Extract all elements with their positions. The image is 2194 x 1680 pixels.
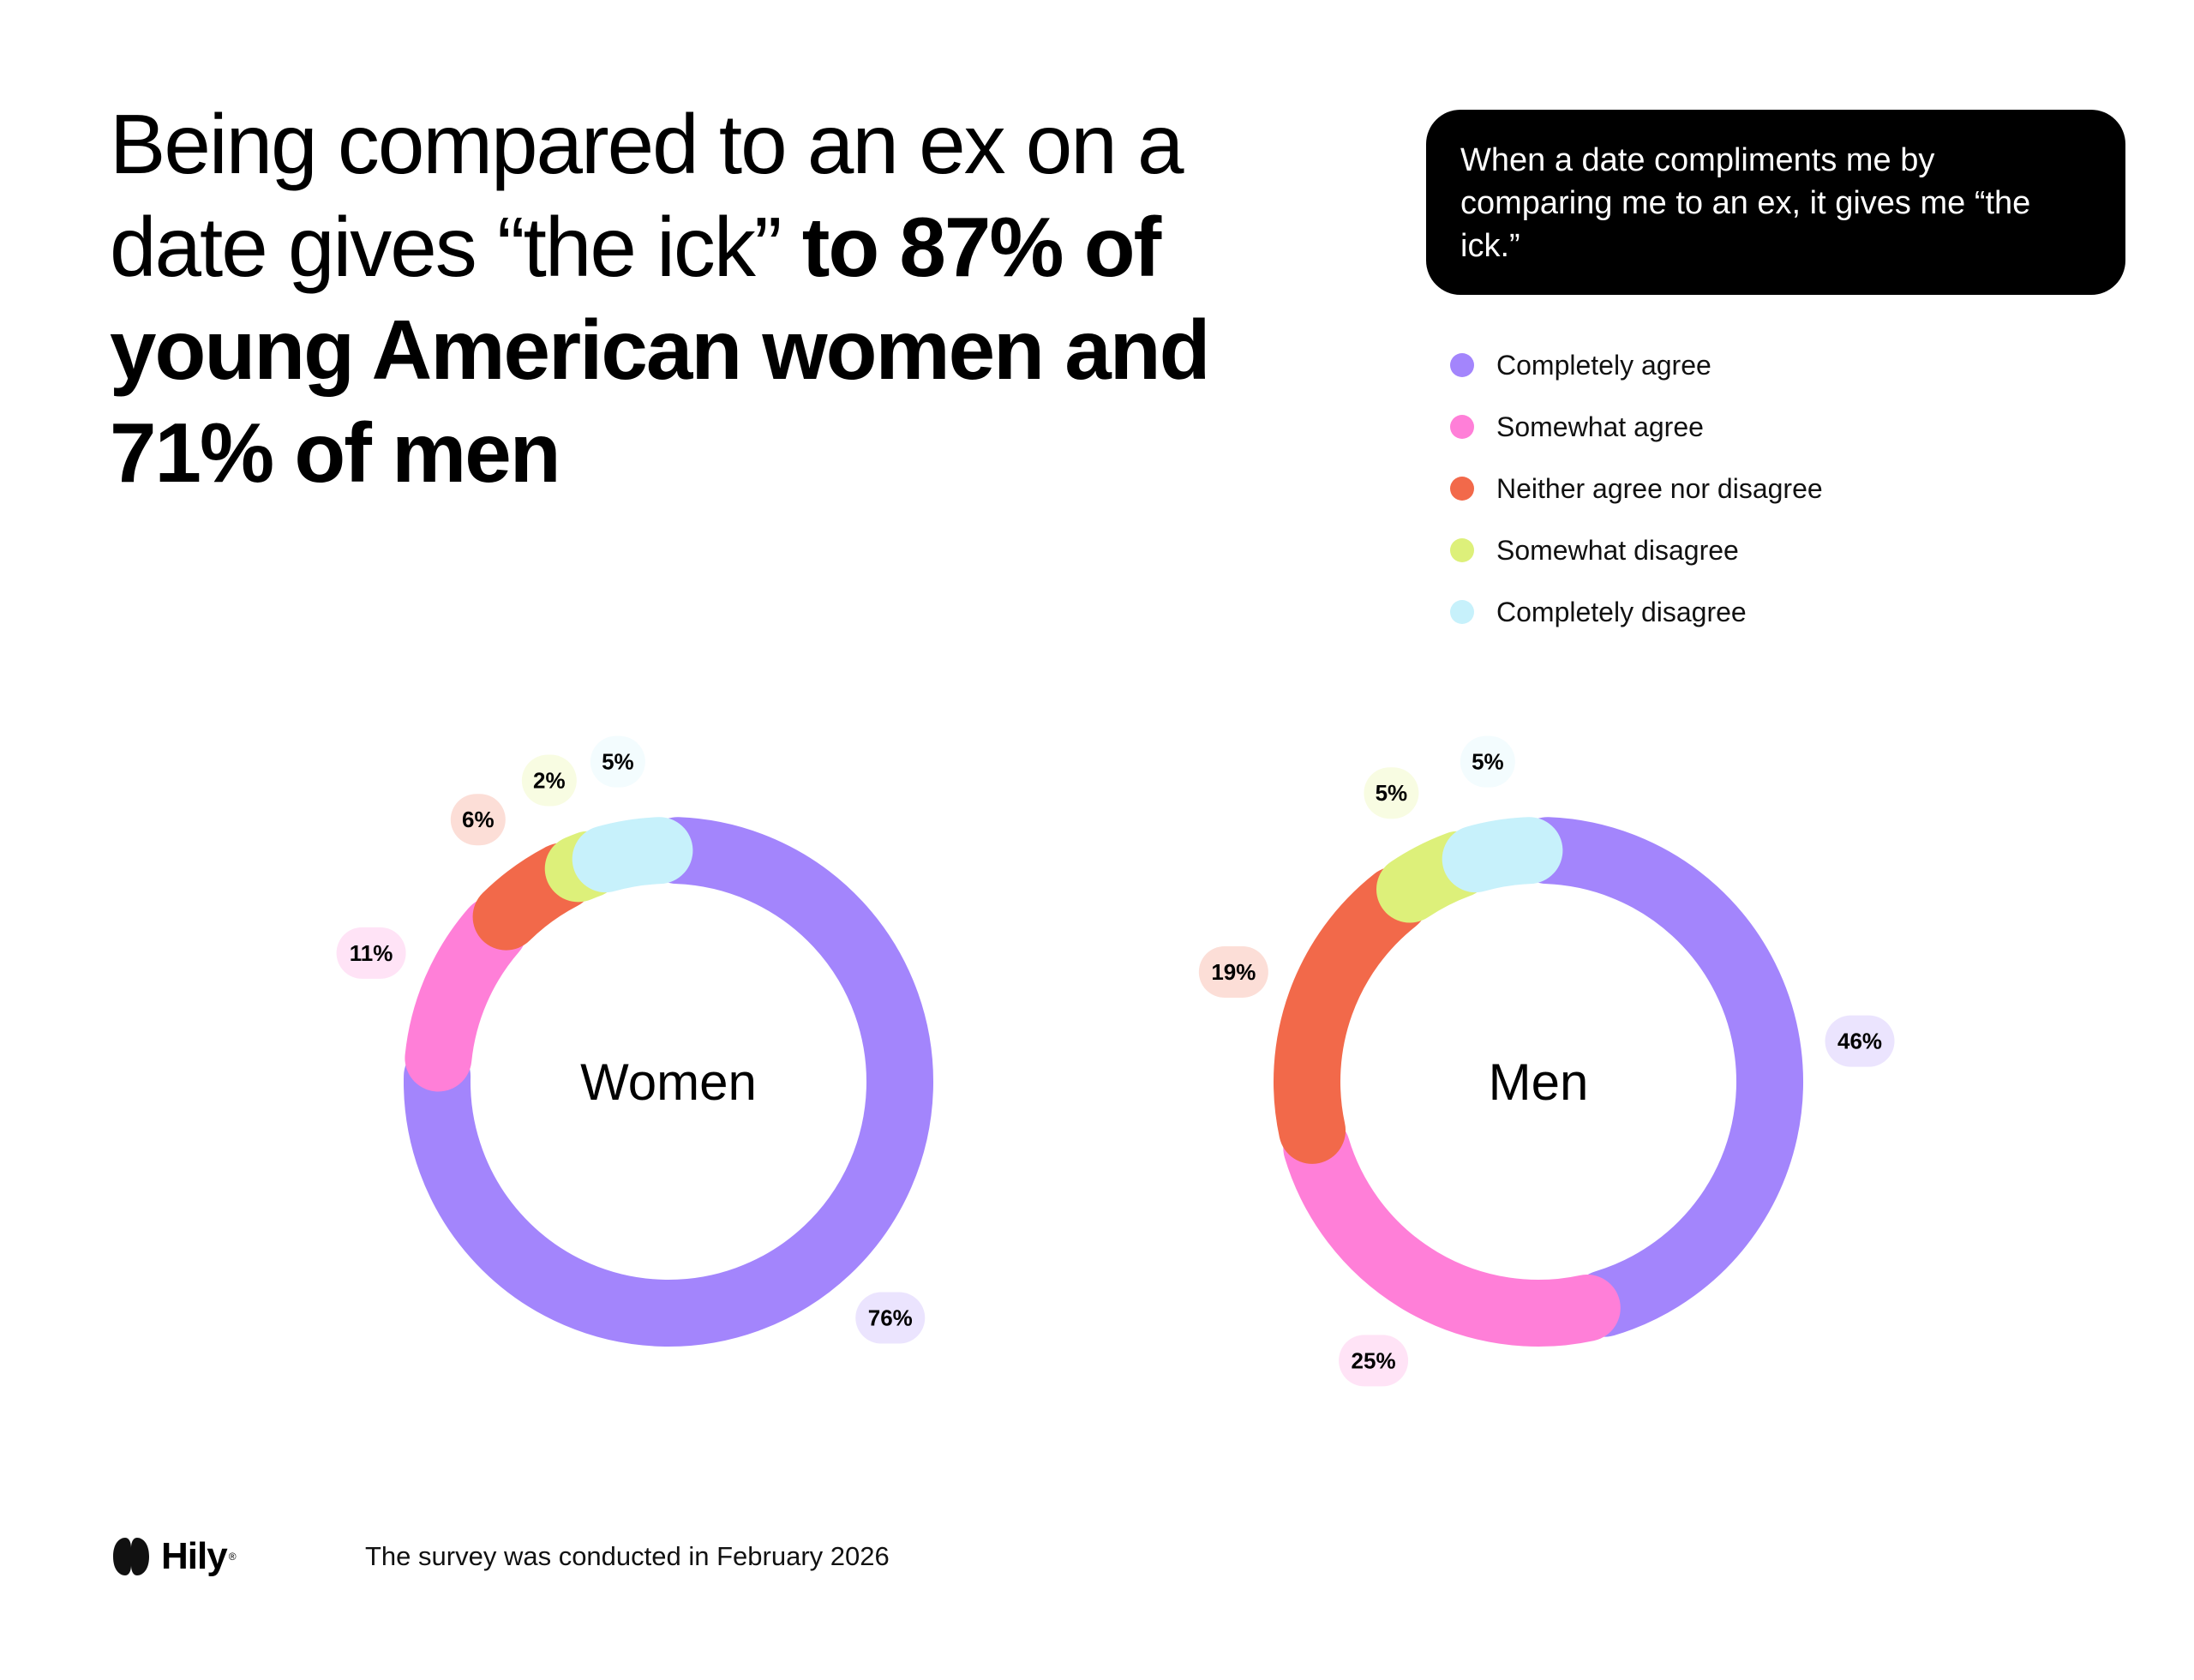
data-label-pill xyxy=(1460,735,1515,788)
survey-question: When a date compliments me by comparing … xyxy=(1426,110,2125,295)
legend-item-completely-agree: Completely agree xyxy=(1450,334,1823,396)
donut-segment-somewhat-agree xyxy=(1283,1114,1621,1347)
data-label-pill xyxy=(1825,1015,1895,1067)
data-label: 5% xyxy=(1472,749,1504,775)
legend-label: Somewhat disagree xyxy=(1496,534,1739,566)
data-label-pill xyxy=(450,794,506,846)
donut-segment-neither-agree-nor-disagree xyxy=(1274,866,1429,1164)
chart-title: Men xyxy=(1489,1053,1589,1111)
data-label: 5% xyxy=(1376,780,1408,806)
brand-name: Hily xyxy=(161,1535,228,1577)
data-label-pill xyxy=(1339,1335,1409,1387)
data-label-pill xyxy=(336,927,406,979)
donut-segment-completely-agree xyxy=(1514,817,1803,1337)
legend-item-completely-disagree: Completely disagree xyxy=(1450,581,1823,643)
hily-logo-icon xyxy=(113,1538,149,1575)
legend-item-neither: Neither agree nor disagree xyxy=(1450,458,1823,519)
donut-segment-completely-disagree xyxy=(1442,817,1563,893)
data-label-pill xyxy=(855,1292,926,1344)
data-label: 46% xyxy=(1837,1029,1882,1054)
legend-dot-completely-disagree xyxy=(1450,600,1474,624)
data-label: 25% xyxy=(1352,1347,1396,1373)
data-label-pill xyxy=(590,735,645,788)
donut-segment-completely-disagree xyxy=(572,817,693,893)
headline-regular: Being compared to an ex on a date gives … xyxy=(110,97,1184,294)
legend-label: Somewhat agree xyxy=(1496,411,1704,442)
data-label: 6% xyxy=(462,807,495,832)
data-label: 5% xyxy=(602,749,634,775)
legend-label: Completely agree xyxy=(1496,349,1711,381)
legend-label: Neither agree nor disagree xyxy=(1496,472,1823,504)
legend-dot-neither xyxy=(1450,477,1474,501)
legend-dot-completely-agree xyxy=(1450,353,1474,377)
data-label-pill xyxy=(1198,945,1268,998)
registered-mark: ® xyxy=(228,1551,237,1563)
legend-dot-somewhat-agree xyxy=(1450,415,1474,439)
data-label: 11% xyxy=(350,940,393,966)
legend-label: Completely disagree xyxy=(1496,596,1747,627)
donut-segment-completely-agree xyxy=(404,817,933,1347)
data-label-pill xyxy=(1364,767,1419,819)
donut-segment-somewhat-agree xyxy=(405,897,528,1092)
chart-title: Women xyxy=(580,1053,757,1111)
headline-bold: to 87% of young American women and 71% o… xyxy=(110,200,1210,500)
data-label: 19% xyxy=(1211,959,1256,985)
donut-men: 46% 25% 19% 5% 5% Men xyxy=(1198,735,1895,1387)
data-label: 2% xyxy=(533,768,566,794)
legend: Completely agree Somewhat agree Neither … xyxy=(1450,334,1823,643)
donut-women: 76% 11% 6% 2% 5% Women xyxy=(336,735,933,1347)
legend-item-somewhat-agree: Somewhat agree xyxy=(1450,396,1823,458)
survey-note: The survey was conducted in February 202… xyxy=(365,1541,890,1571)
hily-logo: Hily ® xyxy=(110,1534,237,1579)
legend-item-somewhat-disagree: Somewhat disagree xyxy=(1450,519,1823,581)
data-label: 76% xyxy=(868,1305,913,1331)
legend-dot-somewhat-disagree xyxy=(1450,538,1474,562)
data-label-pill xyxy=(521,754,577,807)
headline: Being compared to an ex on a date gives … xyxy=(110,93,1327,504)
